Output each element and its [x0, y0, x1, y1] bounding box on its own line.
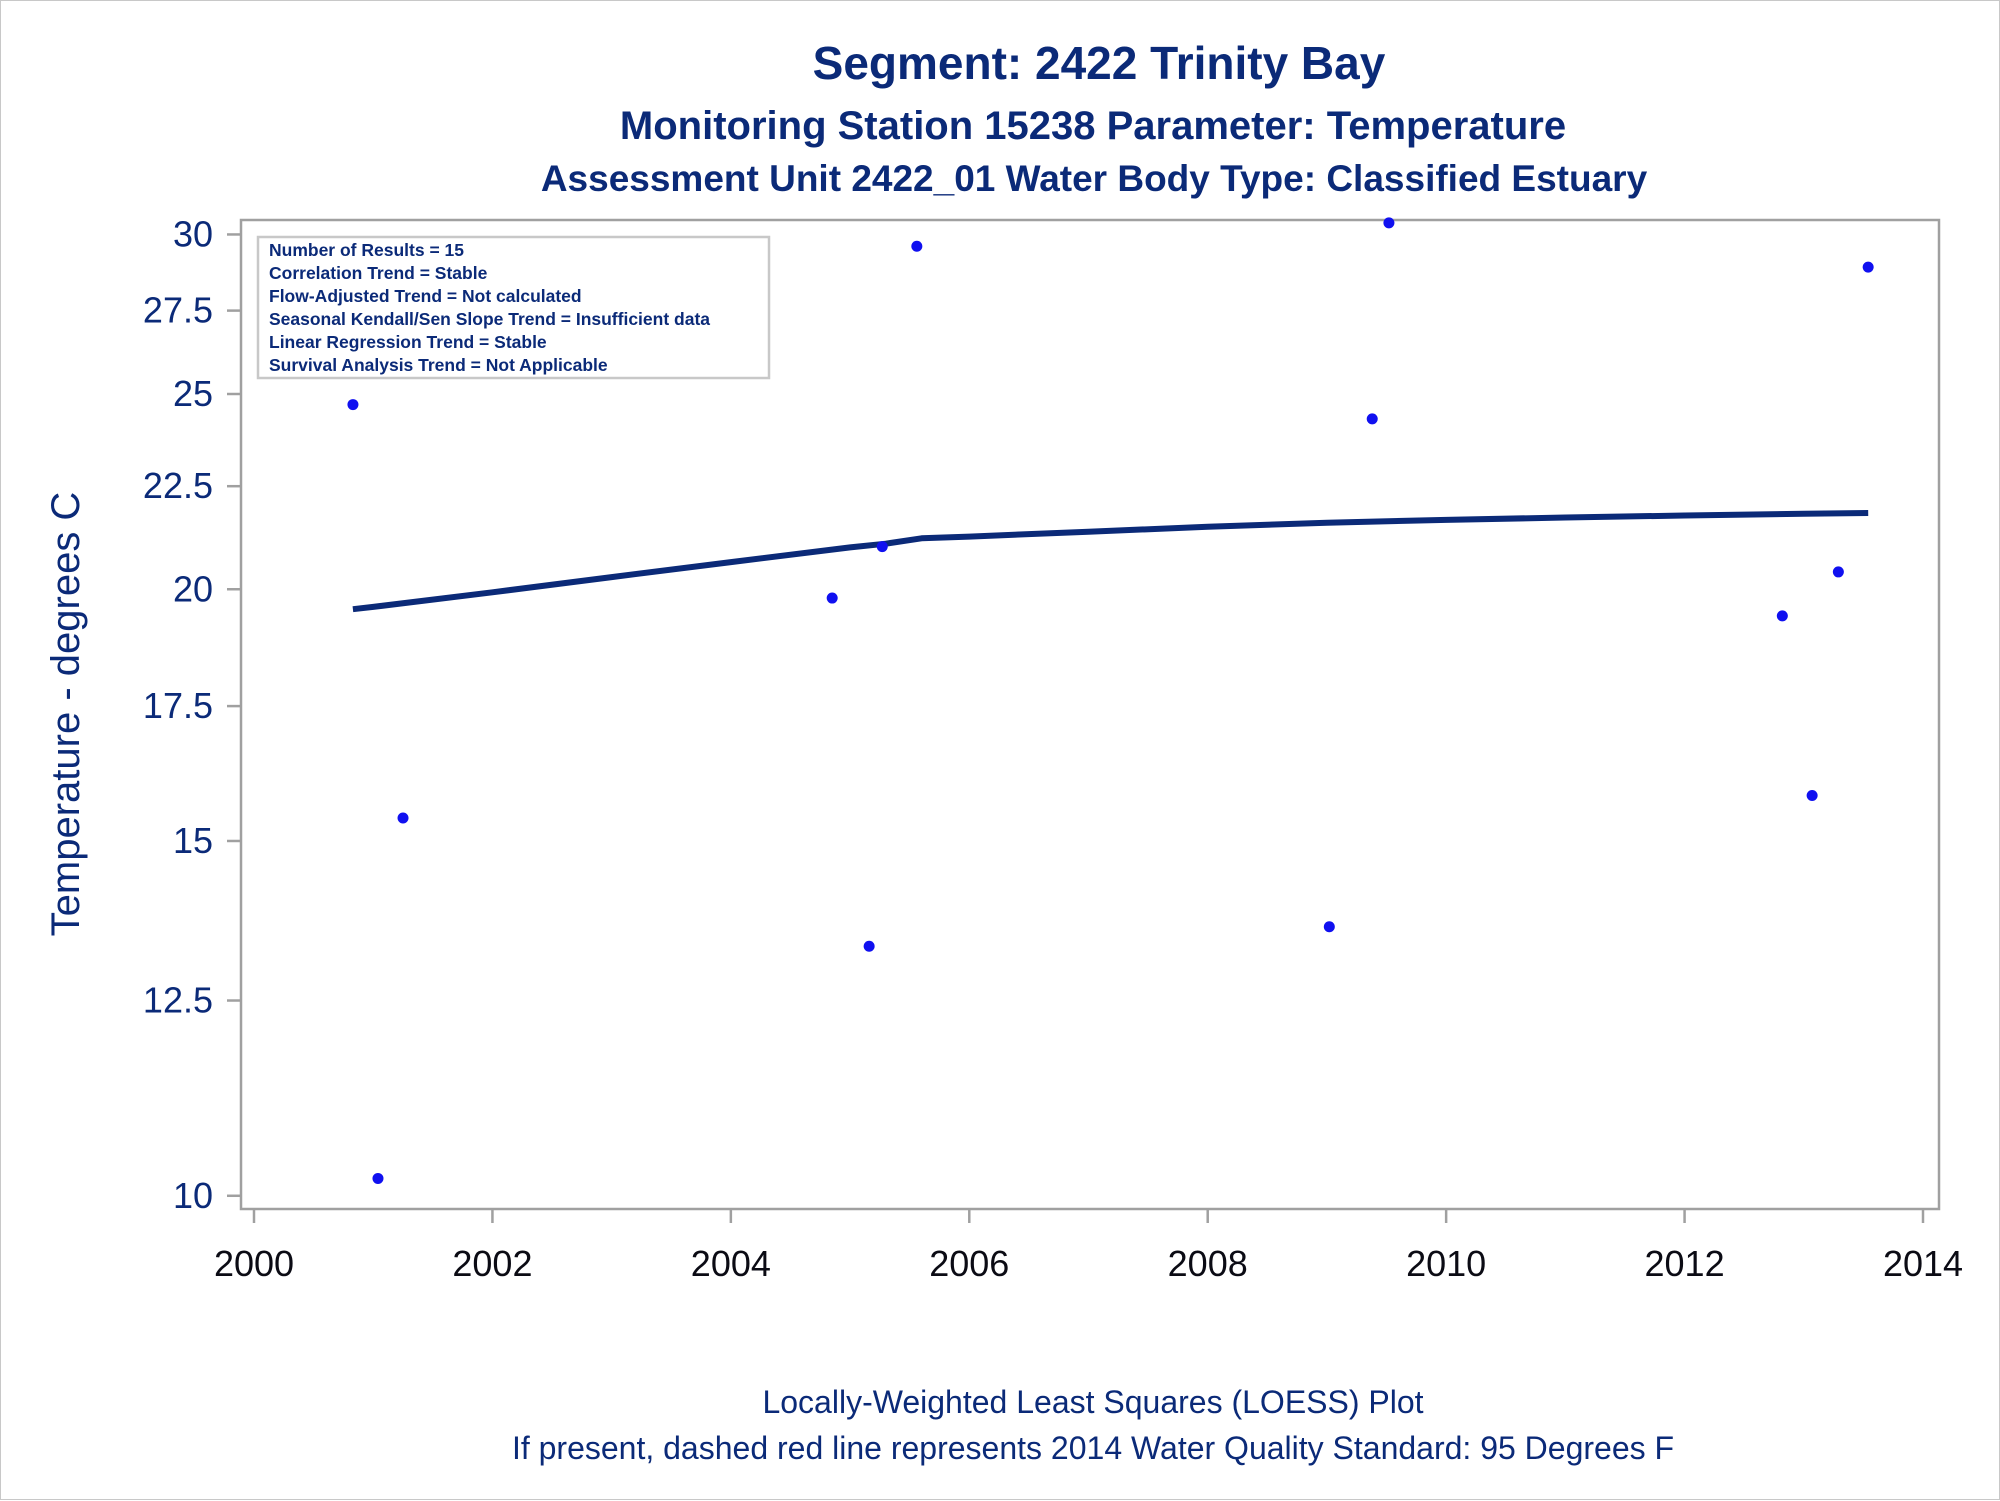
- stats-box-frame: [256, 235, 771, 380]
- stats-line-correlation: Correlation Trend = Stable: [269, 263, 488, 283]
- data-point: [372, 1172, 384, 1184]
- x-axis: 2000 2002 2004 2006 2008 2010 2012 2014: [214, 1209, 1963, 1284]
- x-tick-label: 2010: [1406, 1243, 1486, 1284]
- data-point: [1862, 261, 1874, 273]
- data-point: [347, 399, 359, 411]
- y-tick-label: 27.5: [143, 290, 213, 331]
- y-tick-label: 10: [173, 1175, 213, 1216]
- stats-line-regression: Linear Regression Trend = Stable: [269, 332, 547, 352]
- y-axis-label: Temperature - degrees C: [44, 492, 88, 937]
- x-tick-label: 2014: [1883, 1243, 1963, 1284]
- chart-title: Segment: 2422 Trinity Bay: [813, 37, 1386, 89]
- data-point: [1323, 921, 1335, 933]
- stats-line-survival: Survival Analysis Trend = Not Applicable: [269, 355, 608, 375]
- data-point: [911, 240, 923, 252]
- loess-line: [352, 510, 1869, 613]
- y-tick-label: 30: [173, 213, 213, 254]
- stats-line-seasonal: Seasonal Kendall/Sen Slope Trend = Insuf…: [269, 309, 710, 329]
- y-tick-label: 22.5: [143, 465, 213, 506]
- data-point: [1806, 790, 1818, 802]
- x-tick-label: 2004: [691, 1243, 771, 1284]
- data-point: [397, 812, 409, 824]
- y-tick-label: 17.5: [143, 685, 213, 726]
- x-tick-label: 2000: [214, 1243, 294, 1284]
- data-point: [1832, 566, 1844, 578]
- footnote-standard: If present, dashed red line represents 2…: [512, 1430, 1674, 1466]
- x-tick-label: 2006: [929, 1243, 1009, 1284]
- data-point: [863, 940, 875, 952]
- x-tick-label: 2012: [1645, 1243, 1725, 1284]
- y-tick-label: 20: [173, 568, 213, 609]
- footnote-loess: Locally-Weighted Least Squares (LOESS) P…: [762, 1384, 1423, 1420]
- data-point: [1383, 217, 1395, 229]
- x-tick-label: 2002: [452, 1243, 532, 1284]
- chart-subtitle: Monitoring Station 15238 Parameter: Temp…: [620, 104, 1566, 148]
- plot-area: [239, 218, 1941, 1211]
- chart-subtitle-2: Assessment Unit 2422_01 Water Body Type:…: [541, 158, 1648, 199]
- y-axis: 10 12.5 15 17.5 20 22.5 25 27.5 30: [143, 213, 241, 1216]
- y-tick-label: 15: [173, 820, 213, 861]
- stats-line-flow: Flow-Adjusted Trend = Not calculated: [269, 286, 582, 306]
- x-tick-label: 2008: [1168, 1243, 1248, 1284]
- stats-line-results: Number of Results = 15: [269, 240, 464, 260]
- data-point: [826, 592, 838, 604]
- data-point: [876, 541, 888, 553]
- data-point: [1776, 610, 1788, 622]
- data-point: [1366, 413, 1378, 425]
- y-tick-label: 12.5: [143, 980, 213, 1021]
- y-tick-label: 25: [173, 373, 213, 414]
- stats-box: Number of Results = 15 Correlation Trend…: [256, 235, 771, 380]
